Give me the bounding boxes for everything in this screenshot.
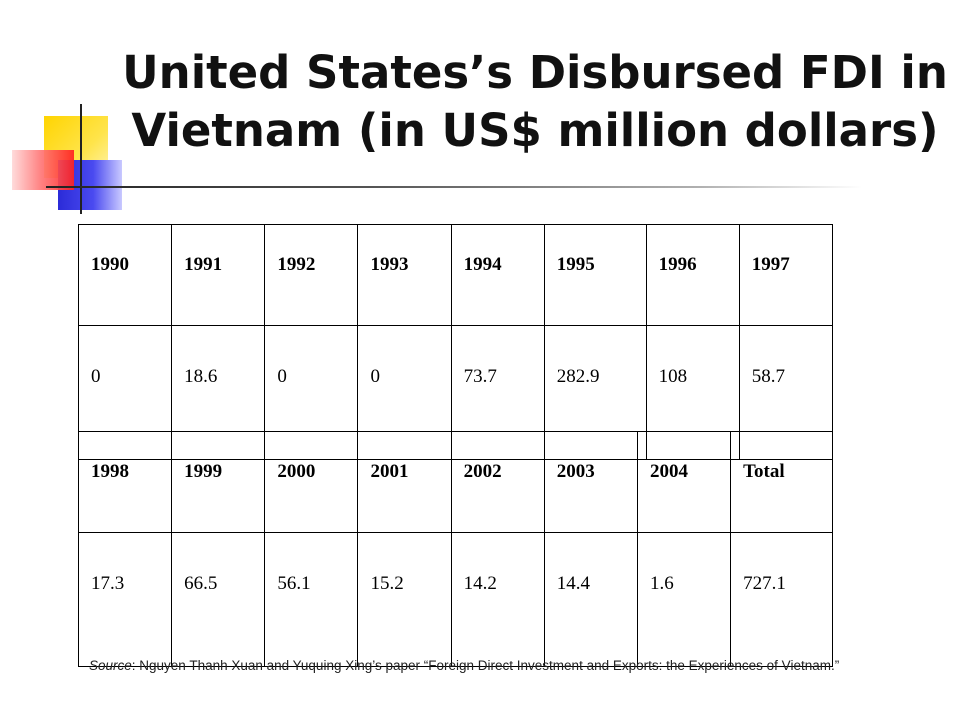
year-cell: 1990 (77, 224, 173, 326)
value-cell: 1.6 (636, 532, 732, 667)
year-cell: 2004 (636, 431, 732, 533)
year-cell: 2002 (450, 431, 545, 533)
value-cell: 14.4 (543, 532, 638, 667)
slide-ornament (0, 0, 140, 220)
table-header-row: 1990 1991 1992 1993 1994 1995 1996 1997 (77, 224, 834, 326)
value-cell: 14.2 (450, 532, 545, 667)
year-cell: 2001 (357, 431, 452, 533)
year-cell: 1996 (645, 224, 740, 326)
total-value-cell: 727.1 (730, 532, 833, 667)
year-cell: 1994 (450, 224, 545, 326)
year-cell: 1993 (357, 224, 452, 326)
year-cell: 1995 (543, 224, 647, 326)
fdi-table-1990-1997: 1990 1991 1992 1993 1994 1995 1996 1997 … (77, 224, 834, 460)
table-value-row: 17.3 66.5 56.1 15.2 14.2 14.4 1.6 727.1 (77, 532, 833, 667)
source-text: : Nguyen Thanh Xuan and Yuquing Xing’s p… (131, 658, 840, 673)
value-cell: 56.1 (264, 532, 359, 667)
year-cell: 1998 (77, 431, 173, 533)
value-cell: 17.3 (77, 532, 173, 667)
value-cell: 15.2 (357, 532, 452, 667)
slide-title-line-2: Vietnam (in US$ million dollars) (131, 104, 939, 157)
total-header-cell: Total (730, 431, 833, 533)
year-cell: 2003 (543, 431, 638, 533)
source-label: Source (89, 658, 132, 673)
ornament-red-bar (12, 150, 74, 190)
fdi-table-1998-2004: 1998 1999 2000 2001 2002 2003 2004 Total… (77, 431, 833, 667)
ornament-vertical-line (80, 104, 82, 214)
year-cell: 1991 (171, 224, 266, 326)
year-cell: 1992 (264, 224, 359, 326)
table-header-row: 1998 1999 2000 2001 2002 2003 2004 Total (77, 431, 833, 533)
year-cell: 1999 (171, 431, 266, 533)
slide-title-line-1: United States’s Disbursed FDI in (122, 46, 948, 99)
year-cell: 2000 (264, 431, 359, 533)
year-cell: 1997 (738, 224, 834, 326)
title-underline (46, 186, 862, 188)
slide-title: United States’s Disbursed FDI in Vietnam… (110, 44, 960, 160)
value-cell: 66.5 (171, 532, 266, 667)
source-citation: Source: Nguyen Thanh Xuan and Yuquing Xi… (89, 658, 839, 673)
